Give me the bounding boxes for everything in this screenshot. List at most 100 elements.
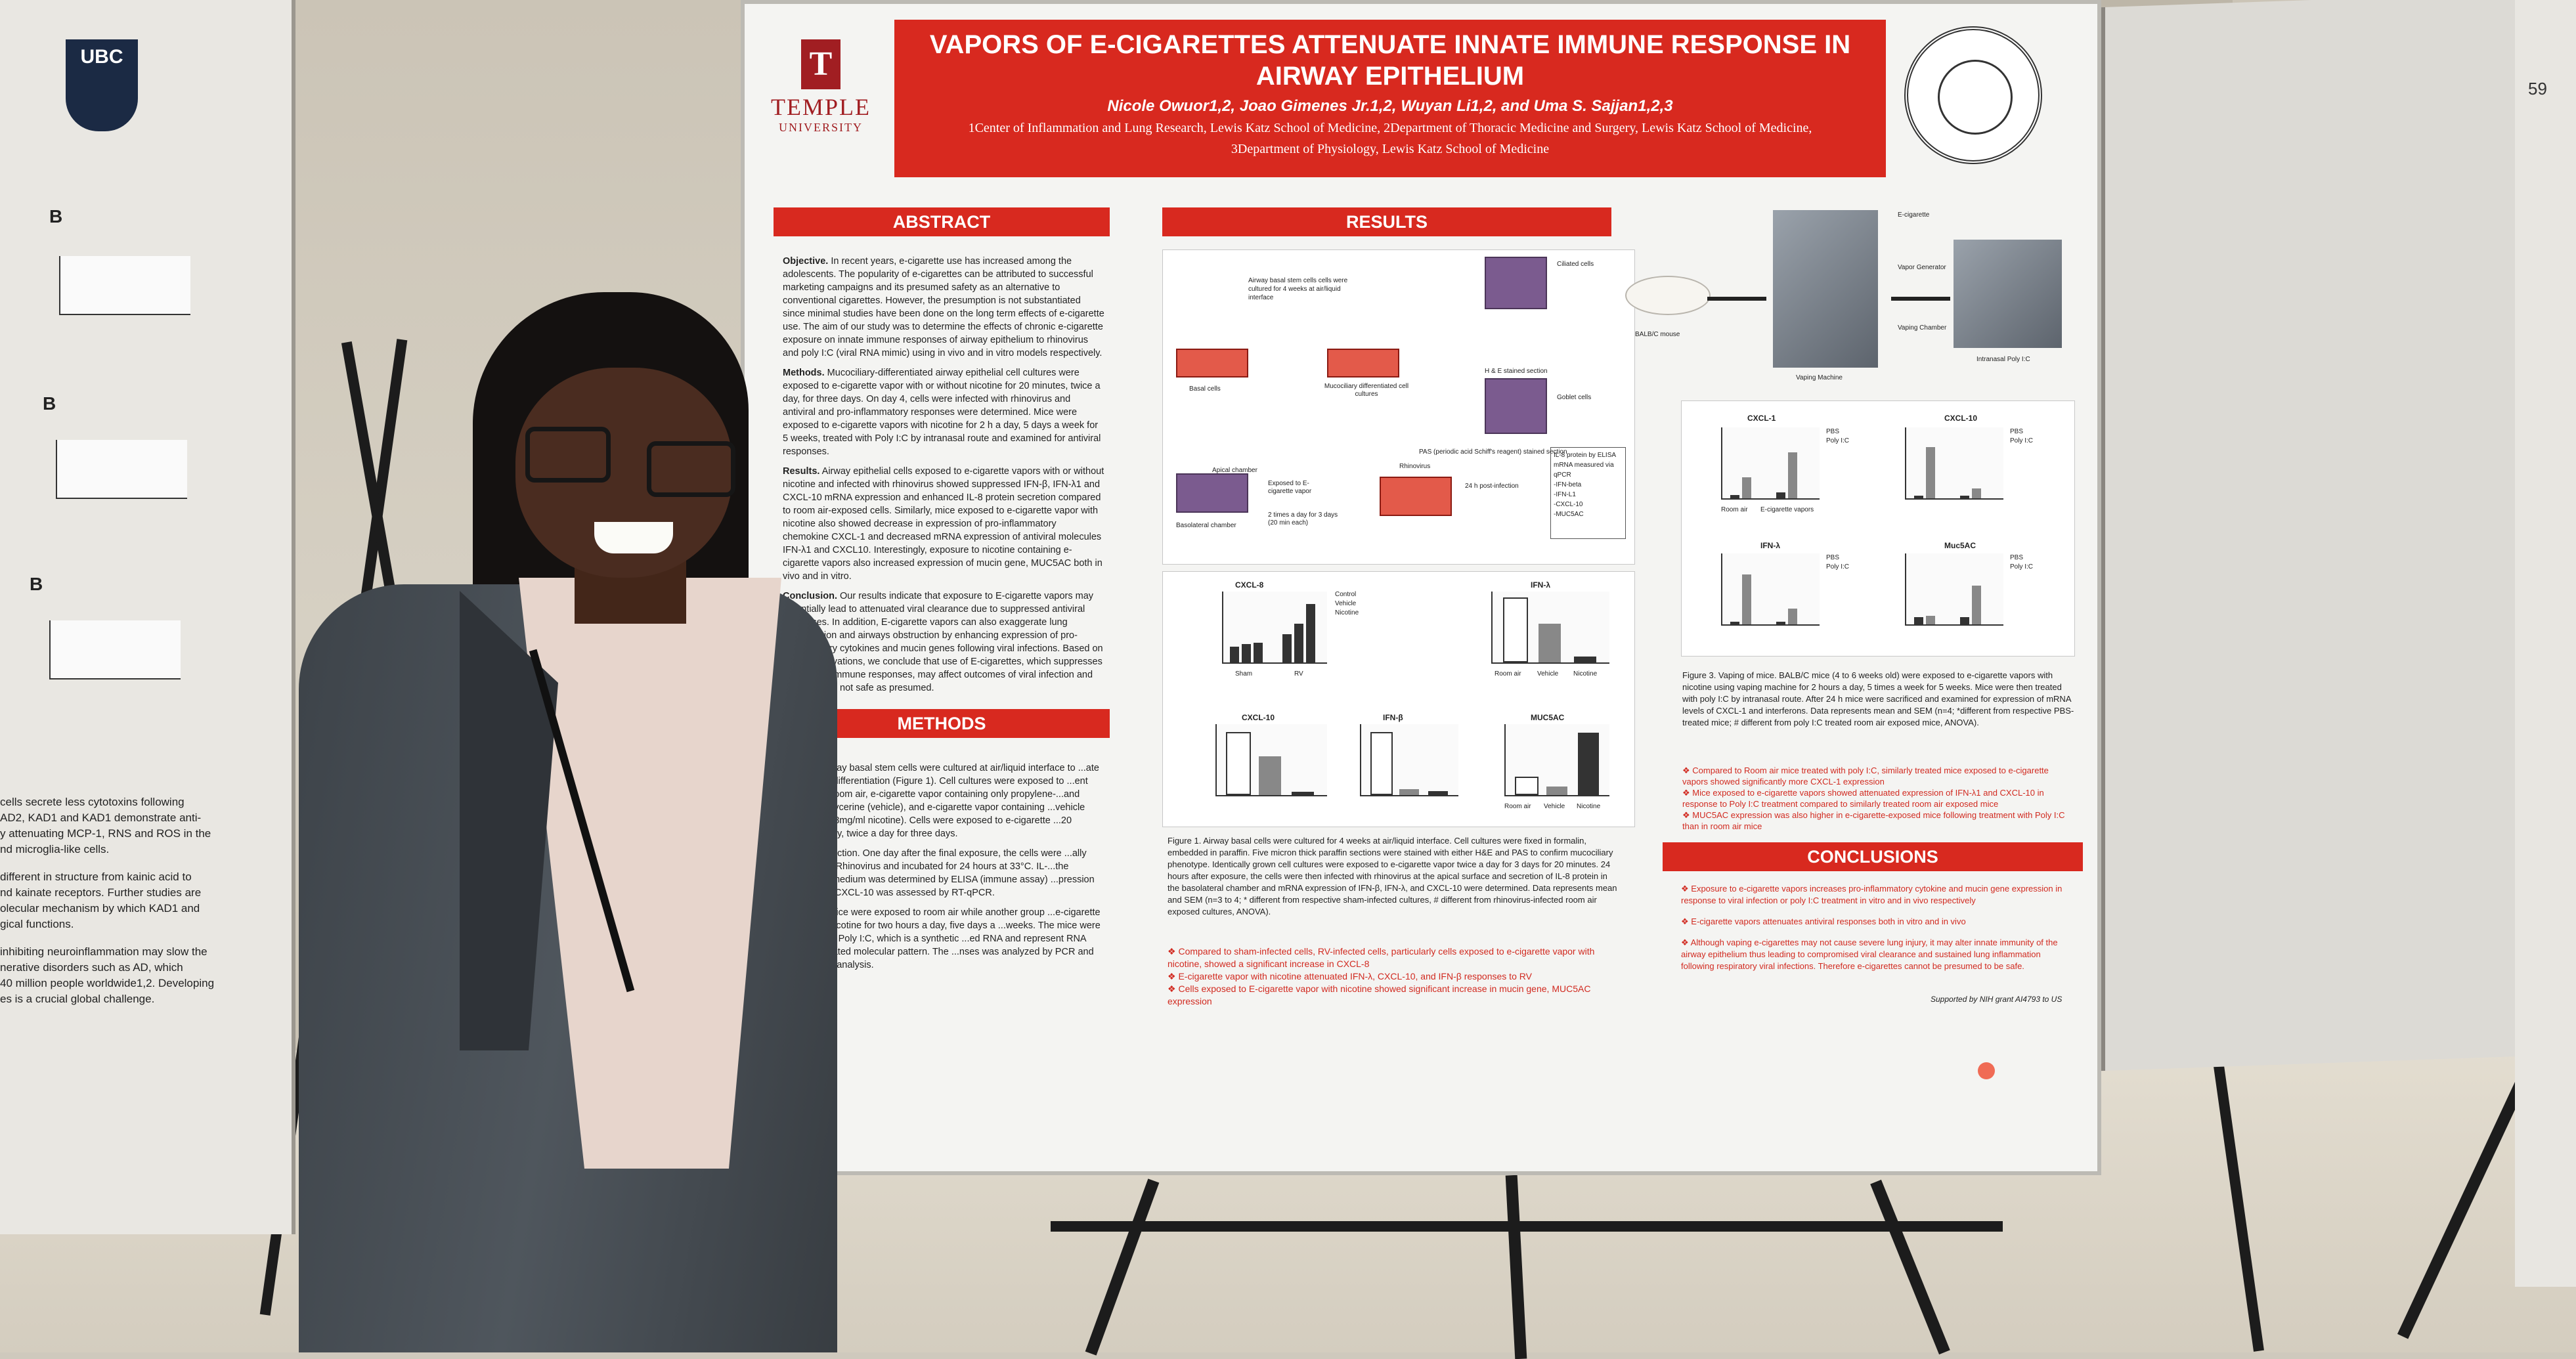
mouse-image bbox=[1625, 276, 1711, 315]
chart-mouse-muc5ac bbox=[1905, 553, 2003, 626]
chart-legend: PBS Poly I:C bbox=[2010, 554, 2034, 571]
chart-title: CXCL-10 bbox=[1944, 414, 1978, 423]
figure3-findings: ❖ Compared to Room air mice treated with… bbox=[1682, 765, 2076, 832]
culture-dish-icon bbox=[1176, 349, 1248, 378]
poster-authors: Nicole Owuor1,2, Joao Gimenes Jr.1,2, Wu… bbox=[1107, 97, 1673, 115]
person-smile bbox=[594, 522, 673, 553]
chart-title: CXCL-8 bbox=[1235, 580, 1264, 590]
figure1-charts: CXCL-8 Sham RV Control Vehicle Nicotine … bbox=[1162, 571, 1635, 827]
figure1-schematic: Airway basal stem cells cells were cultu… bbox=[1162, 249, 1635, 565]
left-chart bbox=[59, 256, 190, 315]
x-label: Sham bbox=[1235, 670, 1253, 678]
fig-label: Basal cells bbox=[1189, 385, 1221, 393]
panel-label: B bbox=[49, 206, 63, 226]
fig-label: Apical chamber bbox=[1212, 467, 1257, 474]
temple-t-icon: T bbox=[801, 39, 840, 89]
section-header-abstract: ABSTRACT bbox=[774, 207, 1110, 236]
figure3-charts: CXCL-1 PBS Poly I:C Room air E-cigarette… bbox=[1681, 400, 2075, 657]
x-label: Nicotine bbox=[1573, 670, 1598, 678]
x-label: Room air bbox=[1495, 670, 1521, 678]
panel-label: B bbox=[43, 393, 56, 414]
chart-cxcl10 bbox=[1215, 724, 1327, 796]
chart-title: Muc5AC bbox=[1944, 541, 1976, 550]
left-chart bbox=[49, 620, 181, 680]
funding-note: Supported by NIH grant AI4793 to US bbox=[1931, 995, 2063, 1004]
ubc-logo: UBC bbox=[66, 39, 138, 131]
conclusion-item: ❖ E-cigarette vapors attenuates antivira… bbox=[1681, 917, 1966, 926]
finding-item: ❖ E-cigarette vapor with nicotine attenu… bbox=[1168, 971, 1532, 982]
figure3-caption: Figure 3. Vaping of mice. BALB/C mice (4… bbox=[1682, 670, 2074, 727]
intranasal-photo bbox=[1954, 240, 2062, 348]
chart-mouse-ifnl bbox=[1721, 553, 1820, 626]
conclusion-item: ❖ Although vaping e-cigarettes may not c… bbox=[1681, 938, 2058, 971]
fig-label: 2 times a day for 3 days (20 min each) bbox=[1268, 511, 1338, 527]
chart-muc5ac bbox=[1504, 724, 1609, 796]
chart-legend: PBS Poly I:C bbox=[1826, 428, 1850, 444]
x-label: RV bbox=[1294, 670, 1303, 678]
fig-label: E-cigarette bbox=[1898, 211, 1930, 219]
fig-label: Airway basal stem cells cells were cultu… bbox=[1248, 277, 1348, 301]
finding-item: ❖ Cells exposed to E-cigarette vapor wit… bbox=[1168, 983, 1591, 1006]
left-text-block: cells secrete less cytotoxins following … bbox=[0, 796, 215, 1005]
x-label: Vehicle bbox=[1544, 803, 1565, 810]
panel-label: B bbox=[30, 574, 43, 594]
fig-label: H & E stained section bbox=[1485, 368, 1548, 375]
conclusion-item: ❖ Exposure to e-cigarette vapors increas… bbox=[1681, 884, 2063, 905]
conclusions-list: ❖ Exposure to e-cigarette vapors increas… bbox=[1681, 883, 2075, 972]
fig-label: PAS (periodic acid Schiff's reagent) sta… bbox=[1419, 448, 1567, 456]
fig-label: Basolateral chamber bbox=[1176, 522, 1236, 529]
university-seal-icon bbox=[1904, 26, 2042, 164]
board-tag: 59 bbox=[2528, 79, 2547, 98]
section-header-conclusions: CONCLUSIONS bbox=[1663, 842, 2083, 871]
fig-label: Vapor Generator bbox=[1898, 264, 1946, 271]
chart-title: CXCL-1 bbox=[1747, 414, 1776, 423]
figure1-caption: Figure 1. Airway basal cells were cultur… bbox=[1168, 836, 1617, 917]
fig-label: BALB/C mouse bbox=[1635, 331, 1680, 338]
abstract-text: Objective. In recent years, e-cigarette … bbox=[783, 256, 1104, 693]
x-label: Room air bbox=[1504, 803, 1531, 810]
left-poster: UBC B B B cells secrete less cytotoxins … bbox=[0, 0, 295, 1234]
arrow-icon bbox=[1707, 297, 1766, 301]
temple-logo: T TEMPLE UNIVERSITY bbox=[755, 39, 886, 164]
finding-item: ❖ Compared to sham-infected cells, RV-in… bbox=[1168, 946, 1595, 969]
ciliated-cells-image bbox=[1485, 257, 1547, 309]
finding-item: ❖ MUC5AC expression was also higher in e… bbox=[1682, 810, 2065, 831]
finding-item: ❖ Compared to Room air mice treated with… bbox=[1682, 766, 2049, 787]
culture-dish-icon bbox=[1327, 349, 1399, 378]
figure1-findings: ❖ Compared to sham-infected cells, RV-in… bbox=[1168, 945, 1621, 1008]
vaping-machine-photo bbox=[1773, 210, 1878, 368]
finding-item: ❖ Mice exposed to e-cigarette vapors sho… bbox=[1682, 788, 2044, 809]
chart-legend: Control Vehicle Nicotine bbox=[1335, 591, 1359, 616]
poster-affiliation: 3Department of Physiology, Lewis Katz Sc… bbox=[1231, 142, 1550, 156]
fig-label: Vaping Machine bbox=[1796, 374, 1843, 381]
chart-title: IFN-β bbox=[1383, 713, 1403, 722]
apical-culture-image bbox=[1176, 473, 1248, 513]
chart-ifnb bbox=[1360, 724, 1458, 796]
fig-label: Goblet cells bbox=[1557, 394, 1592, 401]
fig-label: Mucociliary differentiated cell cultures bbox=[1324, 383, 1409, 398]
chart-cxcl8 bbox=[1222, 592, 1327, 664]
x-label: E-cigarette vapors bbox=[1760, 506, 1814, 513]
chart-mouse-cxcl1 bbox=[1721, 427, 1820, 500]
chart-title: IFN-λ bbox=[1531, 580, 1550, 590]
right-board-edge: 59 bbox=[2515, 0, 2576, 1287]
arrow-icon bbox=[1891, 297, 1950, 301]
x-label: Room air bbox=[1721, 506, 1748, 513]
fig-label: Exposed to E-cigarette vapor bbox=[1268, 480, 1312, 495]
poster-title: VAPORS OF E-CIGARETTES ATTENUATE INNATE … bbox=[929, 30, 1851, 91]
readout-list: IL-8 protein by ELISA mRNA measured via … bbox=[1550, 447, 1626, 539]
chart-title: MUC5AC bbox=[1531, 713, 1565, 722]
fig-label: Rhinovirus bbox=[1399, 463, 1431, 470]
left-chart bbox=[56, 440, 187, 499]
chart-title: IFN-λ bbox=[1760, 541, 1780, 550]
easel-bar bbox=[1051, 1221, 2003, 1232]
chart-legend: PBS Poly I:C bbox=[2010, 428, 2034, 444]
section-header-results: RESULTS bbox=[1162, 207, 1611, 236]
chart-ifnl bbox=[1491, 592, 1609, 664]
x-label: Nicotine bbox=[1577, 803, 1601, 810]
goblet-cells-image bbox=[1485, 378, 1547, 434]
poster-title-banner: VAPORS OF E-CIGARETTES ATTENUATE INNATE … bbox=[894, 20, 1886, 177]
infected-dish-icon bbox=[1380, 477, 1452, 516]
x-label: Vehicle bbox=[1537, 670, 1559, 678]
poster-affiliation: 1Center of Inflammation and Lung Researc… bbox=[968, 121, 1812, 135]
